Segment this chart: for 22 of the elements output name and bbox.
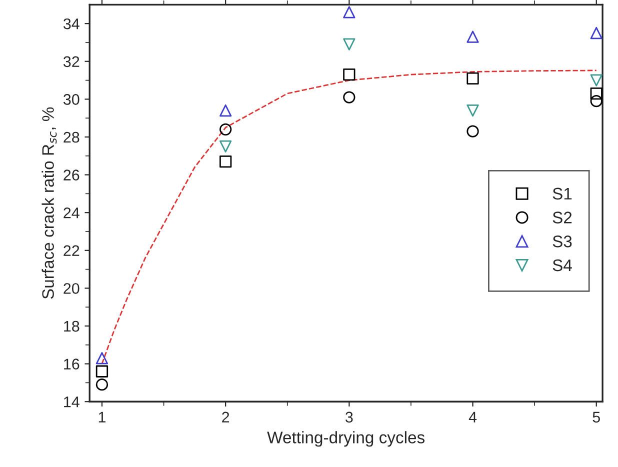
y-tick-label: 24 bbox=[64, 207, 80, 218]
y-tick-label: 22 bbox=[64, 245, 80, 256]
y-tick-label: 34 bbox=[63, 18, 80, 30]
legend-label: S3 bbox=[552, 236, 572, 248]
x-tick-label: 2 bbox=[222, 412, 230, 422]
y-tick-label: 16 bbox=[64, 358, 80, 370]
y-tick-label: 18 bbox=[64, 320, 80, 332]
x-tick-label: 4 bbox=[468, 412, 477, 422]
y-axis-title: Surface crack ratio R$_{sc}$, % bbox=[42, 107, 57, 299]
y-tick-label: 26 bbox=[64, 170, 80, 180]
y-tick-label: 28 bbox=[64, 132, 80, 143]
y-tick-label: 20 bbox=[64, 283, 80, 294]
x-axis-title: Wetting-drying cycles bbox=[267, 431, 425, 447]
y-tick-label: 30 bbox=[63, 94, 80, 105]
legend-label: S2 bbox=[552, 212, 572, 224]
x-tick-label: 1 bbox=[98, 412, 106, 422]
legend-label: S1 bbox=[552, 188, 572, 200]
legend-label: S4 bbox=[552, 259, 572, 272]
x-tick-label: 3 bbox=[346, 412, 353, 423]
y-tick-label: 32 bbox=[63, 56, 80, 68]
y-tick-label: 14 bbox=[64, 396, 80, 408]
x-tick-label: 5 bbox=[592, 412, 600, 423]
